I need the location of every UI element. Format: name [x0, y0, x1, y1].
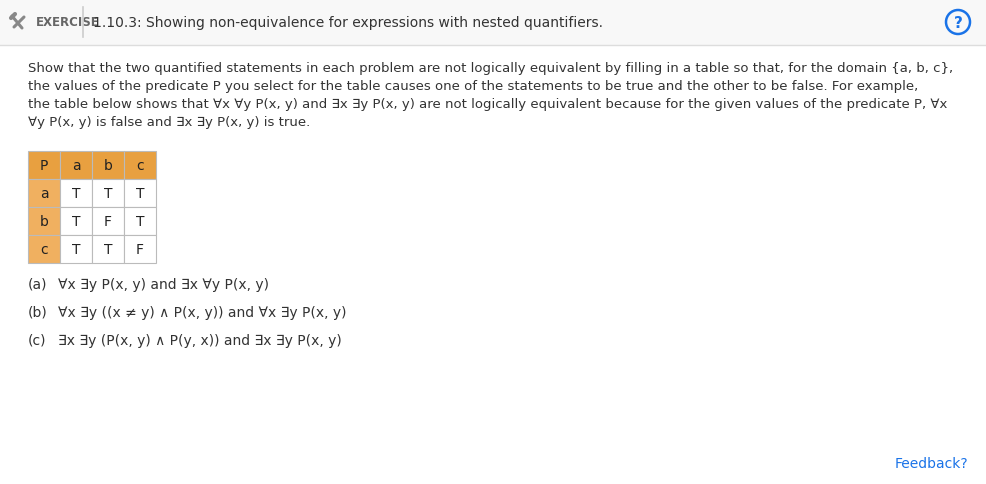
Bar [60, 180, 92, 208]
Bar [92, 208, 124, 236]
Text: EXERCISE: EXERCISE [36, 16, 100, 30]
Text: (c): (c) [28, 333, 46, 348]
Text: 1.10.3: Showing non-equivalence for expressions with nested quantifiers.: 1.10.3: Showing non-equivalence for expr… [93, 16, 603, 30]
Bar [60, 208, 92, 236]
Bar [60, 236, 92, 263]
Text: F: F [104, 214, 112, 228]
Bar [0, 0, 986, 46]
Text: F: F [136, 242, 144, 257]
Text: a: a [39, 187, 48, 200]
Text: a: a [72, 159, 80, 173]
Text: T: T [136, 214, 144, 228]
Text: T: T [104, 242, 112, 257]
Text: (a): (a) [28, 277, 47, 291]
Bar [124, 236, 156, 263]
Bar [28, 180, 60, 208]
Text: ∀x ∃y ((x ≠ y) ∧ P(x, y)) and ∀x ∃y P(x, y): ∀x ∃y ((x ≠ y) ∧ P(x, y)) and ∀x ∃y P(x,… [58, 305, 346, 319]
Text: ∀y P(x, y) is false and ∃x ∃y P(x, y) is true.: ∀y P(x, y) is false and ∃x ∃y P(x, y) is… [28, 116, 311, 129]
Text: T: T [72, 242, 80, 257]
Text: ∀x ∃y P(x, y) and ∃x ∀y P(x, y): ∀x ∃y P(x, y) and ∃x ∀y P(x, y) [58, 277, 269, 291]
Bar [124, 151, 156, 180]
Text: ∃x ∃y (P(x, y) ∧ P(y, x)) and ∃x ∃y P(x, y): ∃x ∃y (P(x, y) ∧ P(y, x)) and ∃x ∃y P(x,… [58, 333, 342, 348]
Text: the table below shows that ∀x ∀y P(x, y) and ∃x ∃y P(x, y) are not logically equ: the table below shows that ∀x ∀y P(x, y)… [28, 98, 948, 111]
Bar [60, 151, 92, 180]
Text: b: b [39, 214, 48, 228]
Text: (b): (b) [28, 305, 47, 319]
Text: P: P [39, 159, 48, 173]
Bar [28, 208, 60, 236]
Text: c: c [40, 242, 47, 257]
Bar [28, 236, 60, 263]
Text: T: T [136, 187, 144, 200]
Text: T: T [104, 187, 112, 200]
Bar [28, 151, 60, 180]
Bar [124, 180, 156, 208]
Text: T: T [72, 214, 80, 228]
Text: ?: ? [953, 15, 962, 30]
Bar [92, 236, 124, 263]
Text: c: c [136, 159, 144, 173]
Bar [92, 180, 124, 208]
Bar [92, 151, 124, 180]
Text: Feedback?: Feedback? [894, 456, 968, 470]
Text: T: T [72, 187, 80, 200]
Bar [124, 208, 156, 236]
Text: the values of the predicate P you select for the table causes one of the stateme: the values of the predicate P you select… [28, 80, 918, 93]
Text: b: b [104, 159, 112, 173]
Text: Show that the two quantified statements in each problem are not logically equiva: Show that the two quantified statements … [28, 62, 953, 75]
